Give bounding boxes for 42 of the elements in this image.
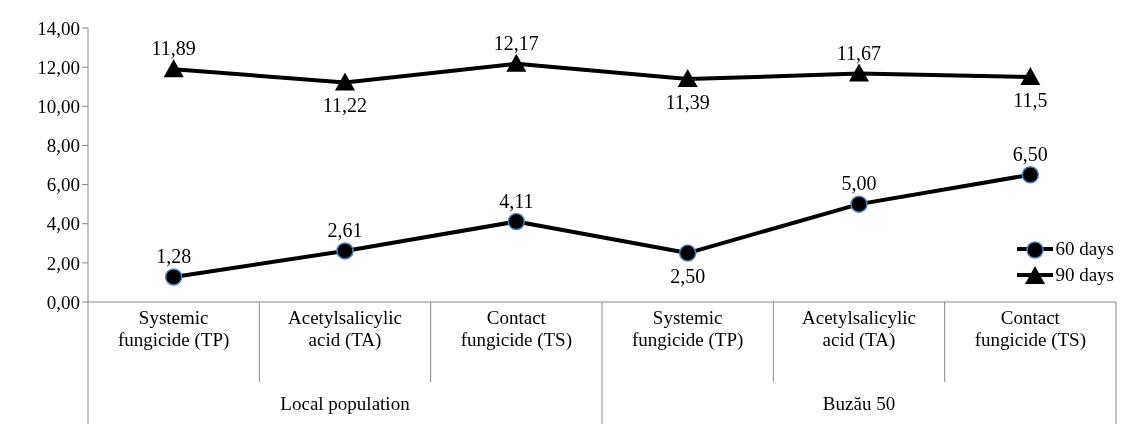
x-tick-label: Acetylsalicylic acid (TA): [802, 307, 916, 351]
data-label: 1,28: [156, 244, 192, 267]
data-label: 2,50: [670, 265, 706, 288]
y-tick-label: 14,00: [37, 17, 80, 39]
point: [1020, 66, 1041, 85]
text: Buzău 50: [822, 393, 896, 414]
data-label: 11,5: [1013, 88, 1048, 111]
point: [1021, 166, 1040, 184]
data-label: 12,17: [493, 31, 539, 54]
point: [849, 63, 869, 82]
point: [164, 268, 183, 286]
y-tick-label: 6,00: [46, 174, 80, 196]
data-label: 11,39: [665, 91, 710, 114]
y-tick-label: 12,00: [37, 56, 80, 78]
data-label: 11,22: [322, 94, 368, 117]
x-tick-label: Systemic fungicide (TP): [118, 307, 230, 351]
data-label: 11,89: [151, 37, 196, 60]
y-tick-label: 0,00: [46, 291, 80, 313]
y-tick-label: 10,00: [37, 96, 80, 118]
data-label: 6,50: [1012, 142, 1048, 165]
point: [850, 195, 868, 213]
data-label: 2,61: [327, 218, 363, 241]
x-tick-label: Systemic fungicide (TP): [632, 307, 744, 351]
y-tick-label: 4,00: [46, 213, 80, 235]
y-tick-label: 2,00: [46, 252, 80, 274]
point: [336, 242, 354, 260]
point: [507, 212, 526, 231]
x-tick-label: Contact fungicide (TS): [460, 307, 572, 351]
legend-label: 60 days: [1055, 238, 1114, 260]
text: Local population: [280, 393, 411, 414]
point: [677, 69, 698, 88]
x-tick-label: Contact fungicide (TS): [974, 307, 1086, 351]
data-label: 5,00: [841, 172, 877, 195]
point: [163, 59, 184, 78]
point: [335, 72, 355, 91]
legend-label: 90 days: [1055, 264, 1114, 286]
data-label: 4,11: [499, 189, 534, 212]
point: [506, 53, 527, 72]
data-label: 11,67: [836, 41, 882, 64]
x-tick-label: Acetylsalicylic acid (TA): [288, 307, 402, 351]
y-tick-label: 8,00: [46, 135, 80, 157]
point: [678, 244, 697, 262]
